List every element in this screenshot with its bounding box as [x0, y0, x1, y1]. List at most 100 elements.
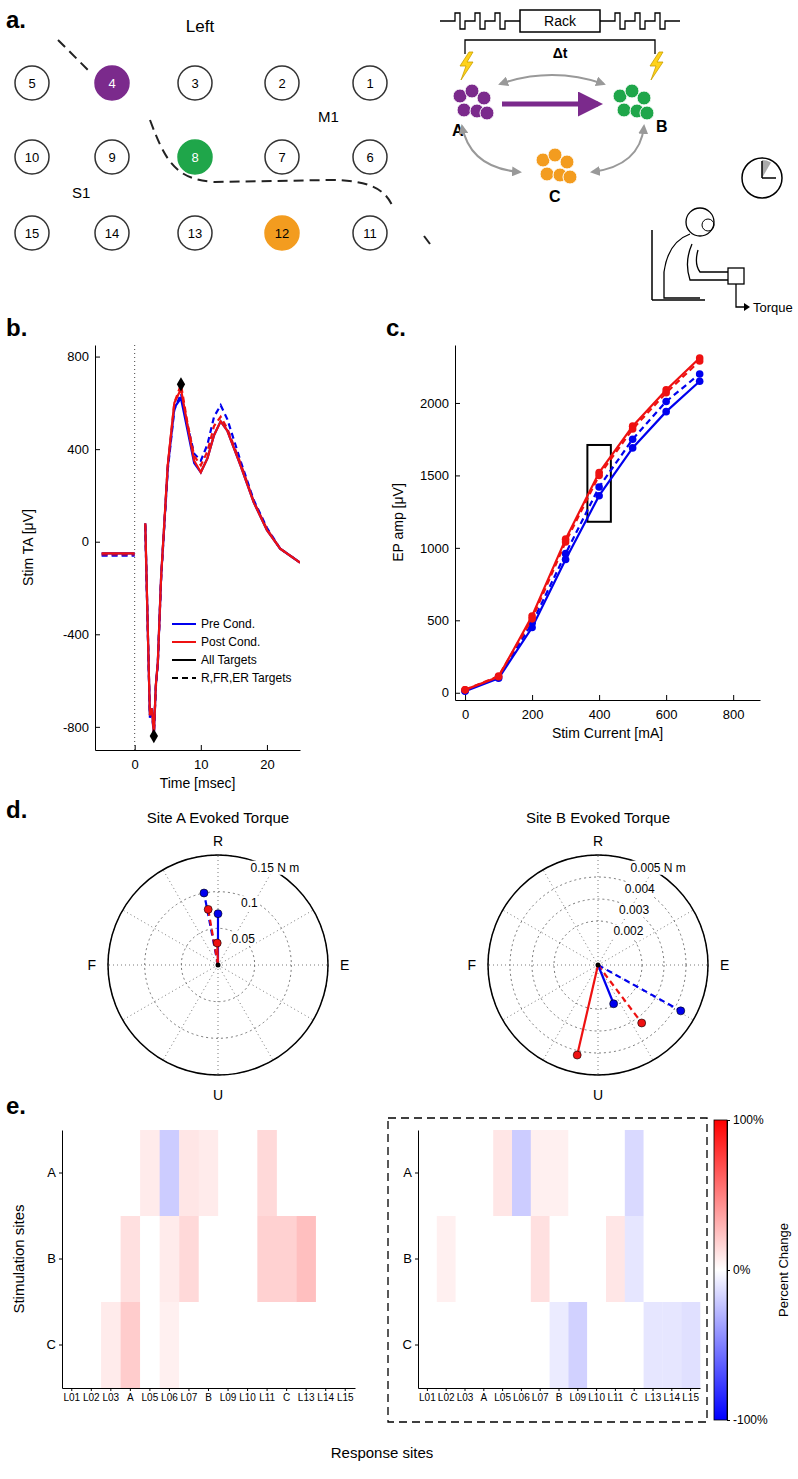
polar-plot: 0.0020.0030.0040.005 N mREUFSite B Evoke…	[467, 809, 729, 1103]
y-axis-tick-label: 0	[82, 534, 89, 549]
electrode-label: 2	[278, 76, 285, 91]
cluster-label: B	[656, 118, 668, 135]
series-point	[495, 672, 503, 680]
heatmap-cell	[437, 1302, 456, 1388]
x-axis-tick-label: 200	[522, 707, 544, 722]
series-line	[465, 374, 700, 691]
x-axis-tick-label: L01	[419, 1392, 436, 1403]
cluster-label: C	[549, 188, 561, 205]
y-axis-tick-mark	[95, 634, 100, 635]
electrode	[178, 140, 212, 174]
polar-frame	[488, 855, 708, 1075]
pulse-train	[600, 13, 680, 29]
electrode	[265, 140, 299, 174]
y-axis-tick-label: 800	[67, 349, 89, 364]
neuron	[617, 103, 631, 117]
y-axis-tick: A	[403, 1165, 418, 1180]
y-axis-tick-label: 1500	[420, 468, 449, 483]
polar-angle-label: F	[467, 957, 476, 973]
y-axis: ABC	[47, 1131, 63, 1389]
panel-label: c.	[386, 314, 406, 341]
x-axis-title: Time [msec]	[160, 775, 236, 791]
x-axis-tick-mark	[653, 1388, 654, 1391]
polar-ring	[510, 877, 686, 1053]
electrode	[265, 216, 299, 250]
electrode-label: 13	[188, 226, 202, 241]
torque-endpoint	[214, 910, 222, 918]
delay-label: Δt	[553, 45, 568, 61]
heatmap-cell	[474, 1216, 493, 1302]
y-axis-tick-mark	[59, 1259, 62, 1260]
peak-marker	[177, 377, 185, 391]
x-axis-tick: 400	[589, 695, 611, 722]
x-axis-tick-mark	[208, 1388, 209, 1391]
x-axis-tick: L15	[337, 1388, 354, 1403]
electrode-label: 10	[25, 150, 39, 165]
colorbar-axis-tick: 0%	[727, 1263, 751, 1277]
x-axis-tick-mark	[599, 695, 600, 700]
label-patch	[624, 882, 656, 896]
heatmap-cell	[568, 1130, 587, 1216]
polar-spoke	[218, 965, 219, 1075]
colorbar-axis-tick-label: 0%	[733, 1263, 751, 1277]
series-line	[465, 381, 700, 691]
y-axis-tick: B	[47, 1251, 62, 1266]
x-axis-tick: C	[631, 1388, 638, 1403]
series-point	[495, 673, 503, 681]
x-axis-tick-mark	[577, 1388, 578, 1391]
connection-arrow	[502, 102, 598, 107]
electrode	[178, 216, 212, 250]
heatmap-cell	[456, 1302, 475, 1388]
x-axis-tick: L13	[645, 1388, 662, 1403]
x-axis-tick-label: L10	[588, 1392, 605, 1403]
line-chart: 02004006008000500100015002000Stim Curren…	[390, 346, 761, 742]
x-axis-tick-mark	[446, 1388, 447, 1391]
monkey-face	[702, 219, 714, 231]
series-point	[662, 389, 670, 397]
heatmap-cells	[418, 1130, 700, 1388]
x-axis-tick-label: L09	[220, 1392, 237, 1403]
series-point	[696, 377, 704, 385]
heatmap-cell	[238, 1216, 258, 1302]
series-line	[465, 361, 700, 690]
series-point	[461, 687, 469, 695]
heatmap-cell	[238, 1302, 258, 1388]
x-axis-tick-mark	[671, 1388, 672, 1391]
plot-area	[461, 354, 703, 695]
colorbar-title: Percent Change	[776, 1223, 791, 1317]
interaction-arrow	[500, 75, 604, 84]
colorbar: -100%0%100%Percent Change	[714, 1113, 791, 1427]
x-axis-tick-mark	[532, 695, 533, 700]
x-axis-tick-label: L11	[259, 1392, 275, 1403]
heatmap-cell	[512, 1302, 531, 1388]
x-axis-tick-mark	[634, 1388, 635, 1391]
colorbar-axis-tick-label: 100%	[733, 1113, 764, 1127]
area-label: M1	[318, 108, 339, 125]
legend-swatch	[172, 677, 196, 679]
x-axis-tick-label: B	[556, 1392, 563, 1403]
x-axis-tick: 0	[132, 745, 139, 772]
polar-spoke	[163, 870, 218, 965]
polar-spoke	[543, 965, 598, 1060]
monkey-body	[664, 234, 700, 298]
heatmap-cells	[62, 1130, 355, 1388]
x-axis-tick-label: L13	[298, 1392, 315, 1403]
heatmap-cell	[681, 1302, 700, 1388]
x-axis-tick: L11	[259, 1388, 275, 1403]
polar-spoke	[543, 870, 598, 965]
heatmap-cell	[531, 1302, 550, 1388]
torque-endpoint	[200, 889, 208, 897]
neuron	[540, 167, 554, 181]
area-label: S1	[72, 184, 90, 201]
heatmap-cell	[587, 1130, 606, 1216]
legend-swatch	[172, 623, 196, 625]
x-axis-tick: C	[283, 1388, 290, 1403]
series-point	[562, 538, 570, 546]
torque-endpoint	[610, 1000, 618, 1008]
torque-endpoint	[204, 905, 212, 913]
y-axis-tick: 800	[67, 349, 100, 364]
series-line	[102, 389, 300, 734]
dashed-frame	[388, 1118, 707, 1422]
label-patch	[249, 861, 300, 875]
y-axis-tick-mark	[455, 548, 460, 549]
